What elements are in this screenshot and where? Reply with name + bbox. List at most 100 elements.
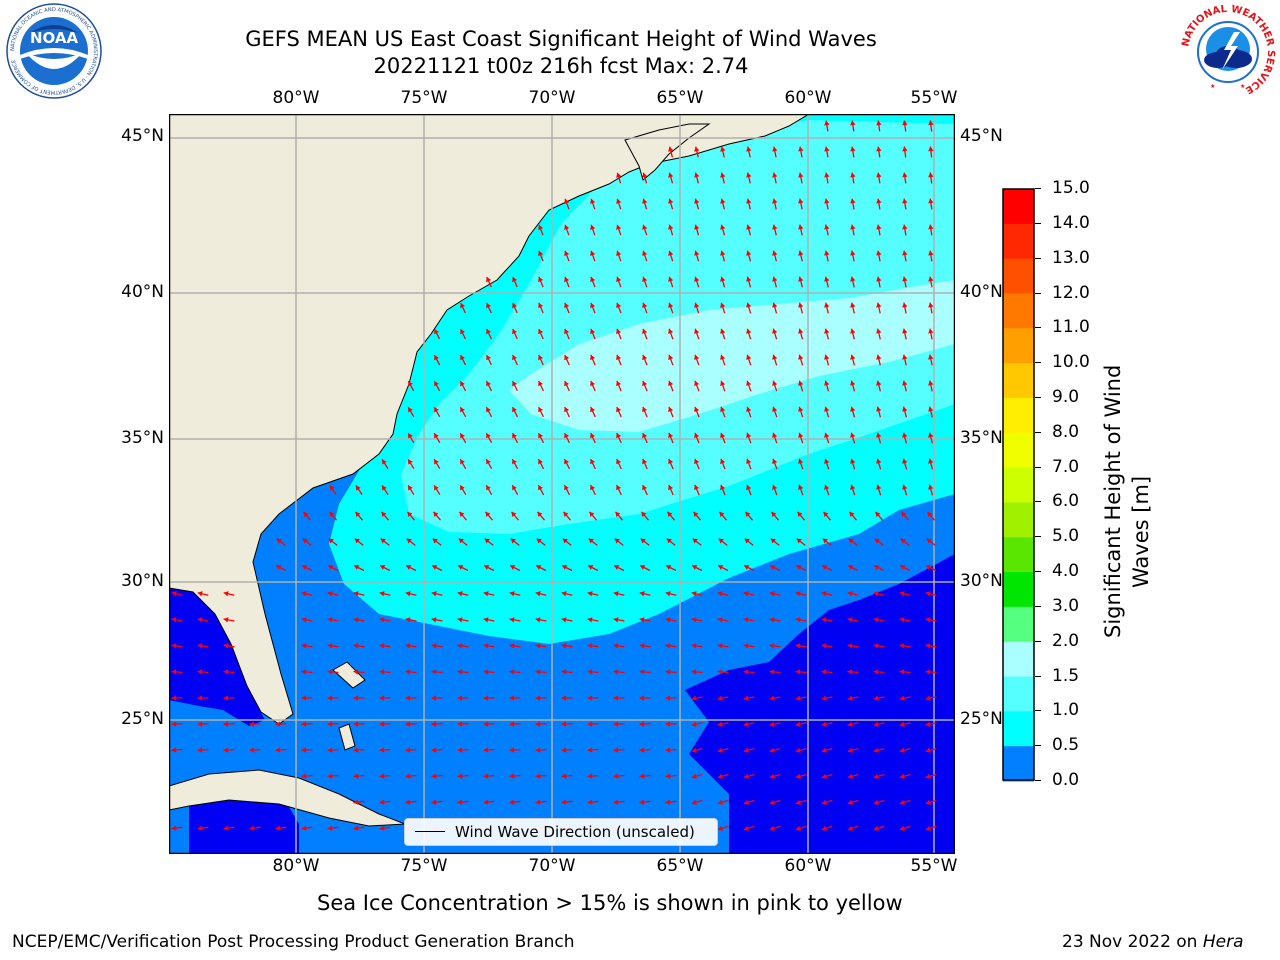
wave-direction-arrowhead [772,380,778,386]
wave-direction-arrowhead [850,120,856,126]
wave-direction-arrowhead [616,380,622,387]
wave-direction-arrowhead [693,511,699,517]
wave-direction-arrowhead [847,825,853,831]
wave-direction-arrowhead [538,459,543,465]
wave-direction-arrowhead [353,825,359,831]
wave-direction-arrowhead [873,617,879,623]
wave-direction-arrowhead [613,591,619,597]
wave-direction-arrowhead [587,617,593,623]
wave-direction-arrowhead [798,276,804,282]
wave-direction-arrowhead [821,669,827,675]
wave-direction-arrowhead [665,669,671,675]
wave-direction-arrowhead [639,695,645,701]
wave-direction-arrowhead [928,224,934,230]
wave-direction-arrowhead [276,565,282,570]
wave-direction-arrowhead [691,695,697,701]
wave-direction-arrowhead [694,328,700,334]
wave-direction-arrowhead [746,146,752,152]
wave-direction-arrowhead [821,825,827,831]
wave-direction-arrowhead [171,747,177,753]
wave-direction-arrowhead [928,120,934,126]
wave-direction-arrowhead [329,511,335,517]
wave-direction-arrowhead [849,511,855,517]
wave-direction-arrowhead [928,276,934,282]
wave-direction-arrowhead [821,799,827,805]
wave-direction-arrowhead [327,747,333,753]
wave-direction-arrowhead [925,669,931,675]
wave-direction-arrowhead [796,538,802,544]
wave-direction-arrowhead [873,643,879,649]
wave-direction-arrowhead [665,773,671,779]
wave-direction-arrowhead [691,669,697,675]
wave-direction-arrowhead [561,617,567,623]
wave-direction-arrowhead [873,721,879,727]
wave-direction-arrowhead [769,669,775,675]
wave-direction-arrowhead [642,224,648,230]
wave-direction-arrowhead [746,198,752,204]
wave-direction-arrowhead [743,669,749,675]
wave-direction-arrowhead [822,538,828,544]
wave-direction-arrowhead [821,591,827,597]
wave-direction-arrowhead [850,198,856,204]
wave-direction-arrowhead [223,617,229,623]
wave-direction-arrowhead [512,355,517,361]
wave-direction-arrowhead [795,591,801,597]
lon-label-bottom-60w: 60°W [784,856,832,876]
wave-bin-0.0-0.5-east [685,554,955,854]
wave-direction-arrowhead [668,485,674,491]
wave-direction-arrowhead [720,484,726,491]
wave-direction-arrowhead [509,643,515,649]
wave-direction-arrowhead [876,354,882,360]
wave-direction-arrowhead [590,459,595,465]
wave-direction-arrowhead [642,354,648,361]
wave-direction-arrowhead [639,643,645,649]
wave-direction-arrowhead [486,303,491,309]
wave-direction-arrowhead [720,302,726,308]
wave-direction-arrowhead [353,721,359,727]
wave-direction-arrowhead [876,406,882,412]
wave-direction-arrowhead [665,591,671,597]
wave-direction-arrowhead [590,328,596,335]
wave-direction-arrowhead [694,146,700,152]
wave-direction-arrowhead [535,721,541,727]
colorbar-tick-label: 8.0 [1052,421,1080,442]
wave-direction-arrowhead [431,643,437,649]
colorbar-tick-label: 0.0 [1052,770,1080,790]
wave-direction-arrowhead [824,172,830,178]
wave-direction-arrowhead [772,198,778,204]
wave-direction-arrowhead [901,511,907,517]
wave-direction-arrowhead [873,825,879,831]
wave-direction-arrowhead [694,198,700,204]
wave-direction-arrowhead [717,799,723,805]
footer-date: 23 Nov 2022 on [1062,932,1203,952]
wave-direction-arrowhead [561,747,567,753]
wave-direction-arrowhead [691,591,697,597]
wave-direction-arrowhead [639,617,645,623]
wave-direction-arrowhead [668,224,674,230]
wave-direction-arrowhead [301,643,307,649]
wave-direction-arrowhead [197,669,203,675]
colorbar-tick-mark [1035,710,1041,712]
wave-direction-arrowhead [772,458,778,464]
wave-direction-arrowhead [850,380,856,386]
lon-label-top-55w: 55°W [910,88,958,108]
wave-direction-arrowhead [769,773,775,779]
colorbar-tick-mark [1035,292,1041,294]
wave-direction-arrowhead [720,406,726,412]
wave-direction-arrowhead [717,695,723,701]
wave-direction-arrowhead [744,565,750,570]
wave-direction-arrowhead [458,538,464,544]
wave-direction-arrowhead [745,511,751,517]
colorbar [1002,188,1035,782]
wave-direction-arrowhead [536,565,542,570]
wave-direction-arrowhead [824,120,830,126]
wave-direction-arrowhead [847,617,853,623]
wave-direction-arrowhead [691,799,697,805]
colorbar-label-line2: Waves [m] [1129,475,1153,588]
wave-direction-arrowhead [798,406,804,412]
colorbar-label: Significant Height of Wind Waves [m] [1100,340,1160,640]
wave-direction-arrowhead [301,695,307,701]
wave-direction-arrowhead [405,591,411,597]
colorbar-tick-label: 14.0 [1052,212,1090,233]
wave-direction-arrowhead [486,433,491,439]
